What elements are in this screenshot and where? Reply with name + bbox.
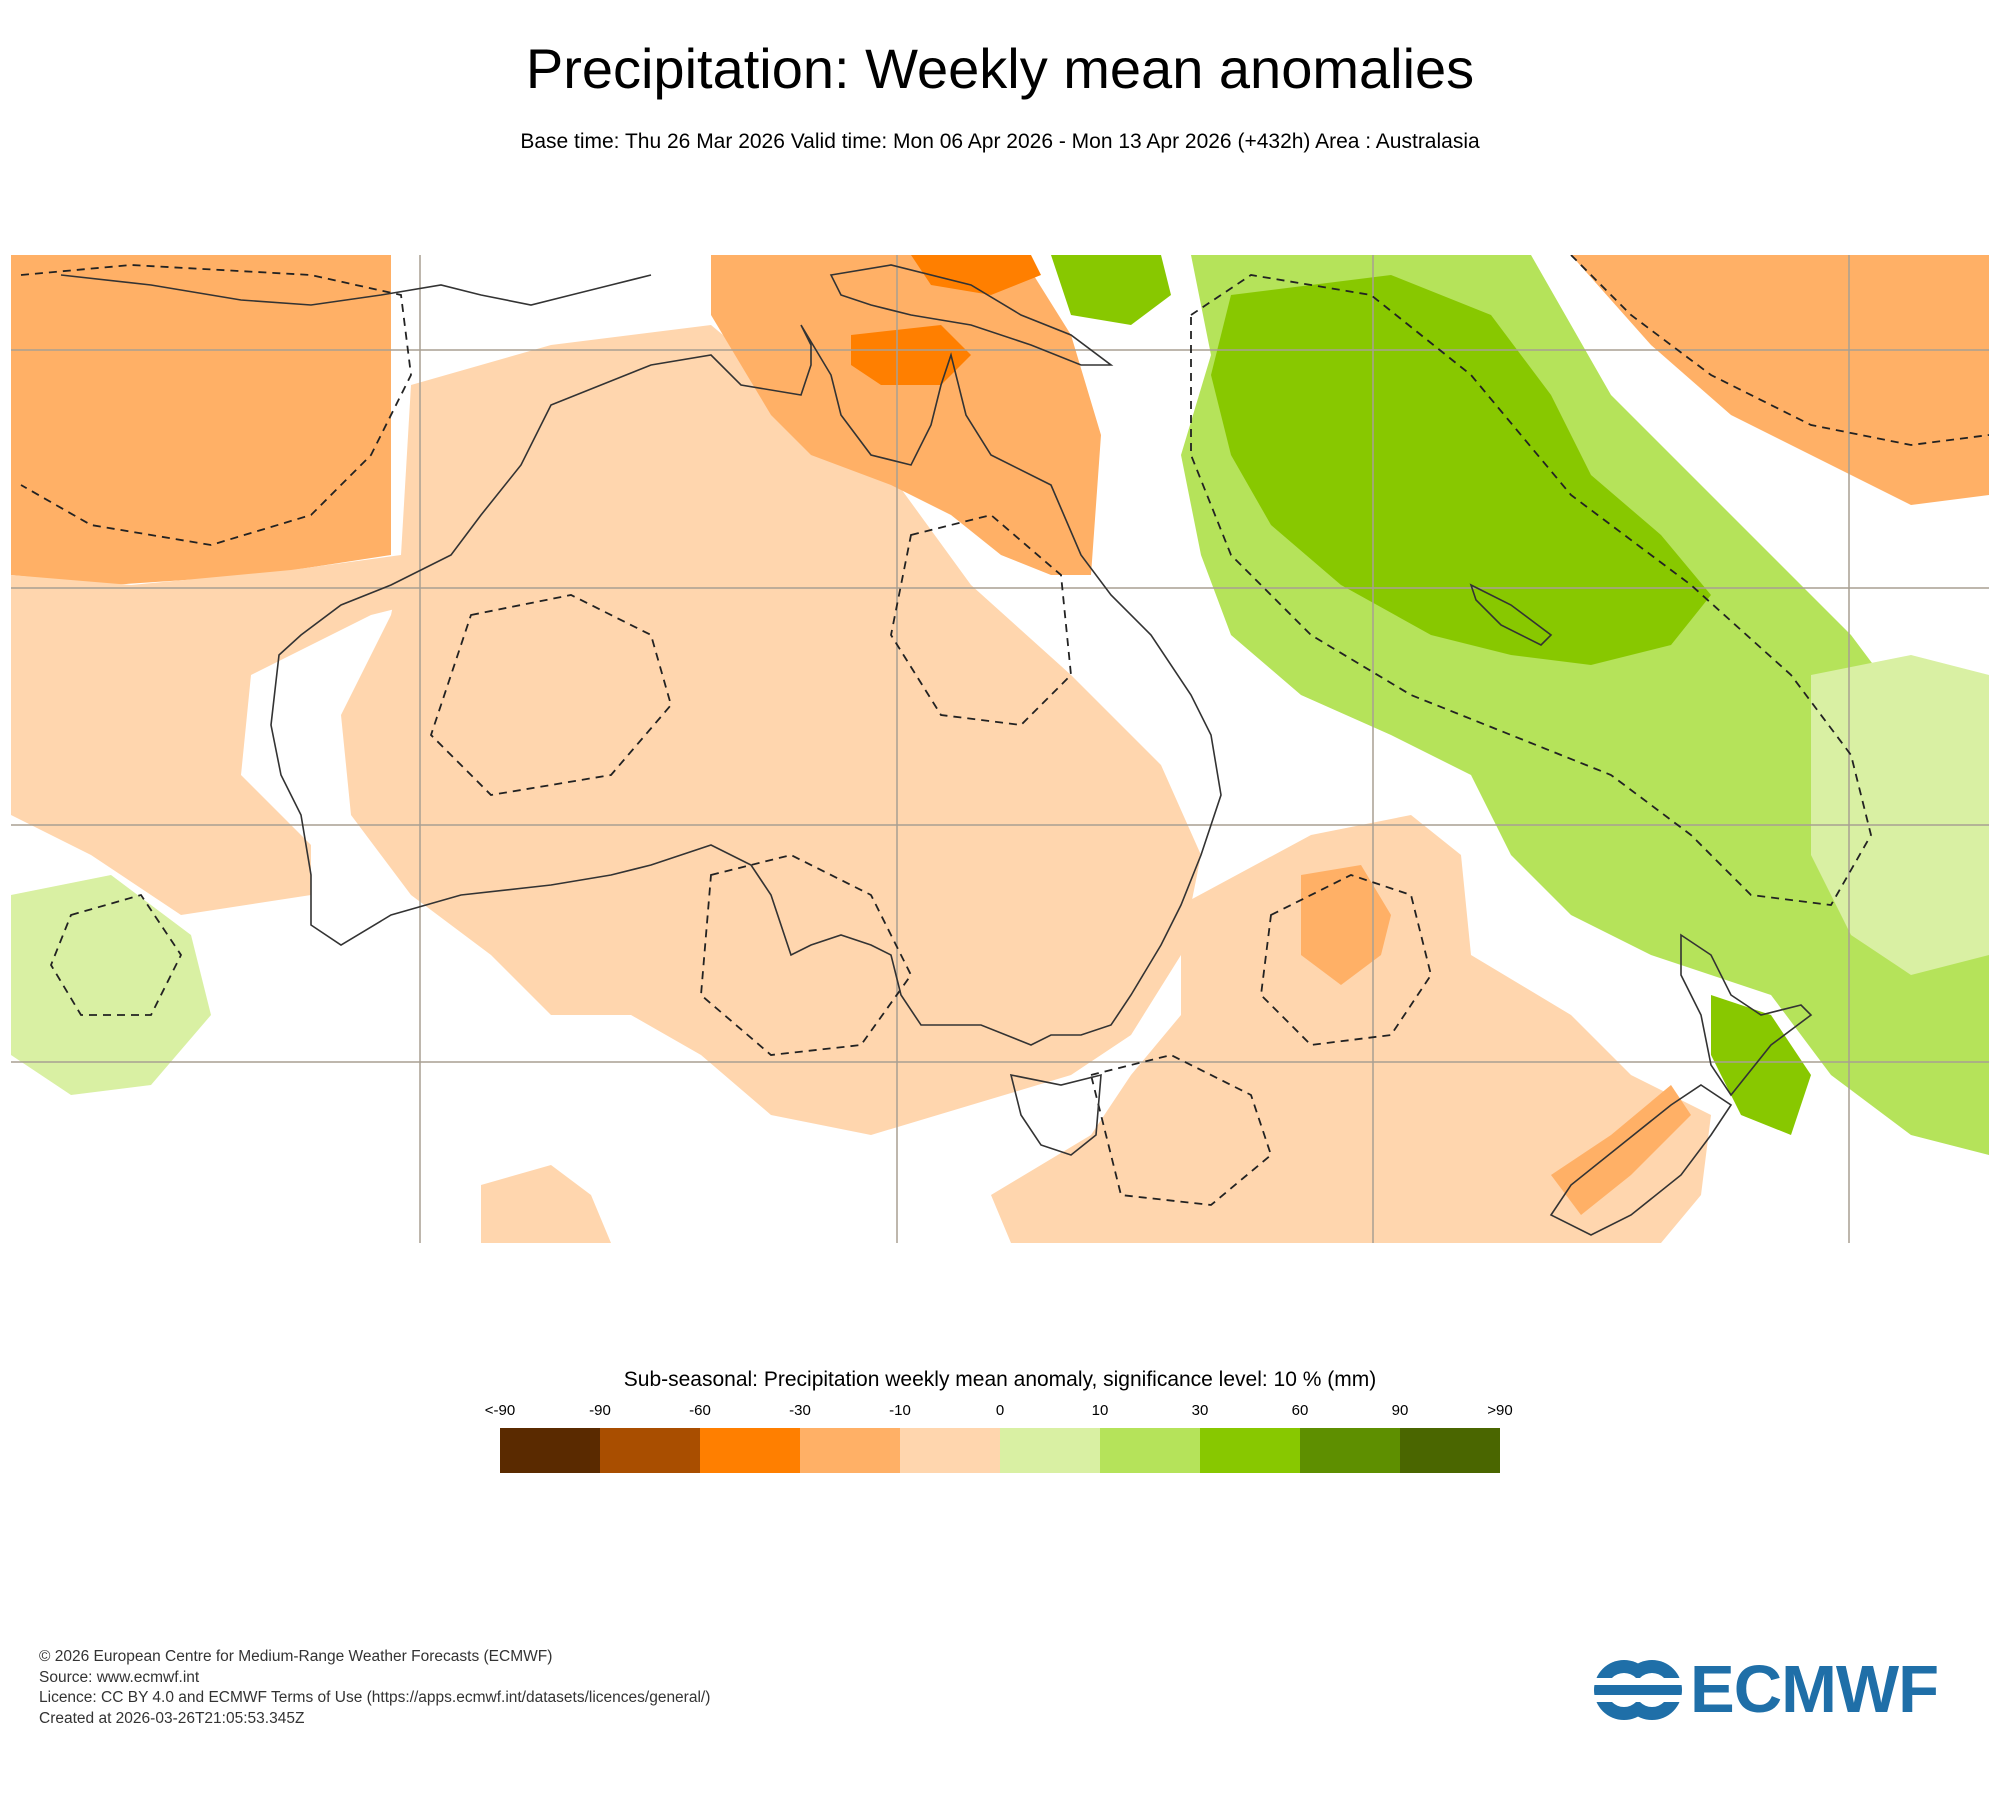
map-canvas bbox=[11, 255, 1989, 1243]
legend-color-bar bbox=[500, 1428, 1500, 1473]
anomaly-area-northeast-corner bbox=[1571, 255, 1989, 505]
legend-swatch bbox=[1400, 1428, 1500, 1473]
anomaly-area-tasman-mid bbox=[1301, 865, 1391, 985]
ecmwf-logo-icon bbox=[1592, 1660, 1684, 1720]
anomaly-area-coral-sea-core bbox=[1211, 275, 1711, 665]
legend-swatch bbox=[800, 1428, 900, 1473]
footer: © 2026 European Centre for Medium-Range … bbox=[39, 1647, 710, 1729]
anomaly-area-nz-north bbox=[1711, 995, 1811, 1135]
licence-text: Licence: CC BY 4.0 and ECMWF Terms of Us… bbox=[39, 1689, 711, 1706]
legend-tick-label: 90 bbox=[1391, 1402, 1409, 1419]
legend-tick-label: 60 bbox=[1291, 1402, 1309, 1419]
anomaly-area-png bbox=[1051, 255, 1171, 325]
legend-swatch bbox=[700, 1428, 800, 1473]
source-text: Source: www.ecmwf.int bbox=[39, 1668, 200, 1686]
legend-tick-label: 10 bbox=[1091, 1402, 1109, 1419]
significance-contours bbox=[20, 255, 1989, 1206]
north-island-coastline bbox=[1680, 933, 1813, 1097]
legend-title: Sub-seasonal: Precipitation weekly mean … bbox=[623, 1368, 1377, 1391]
color-legend: <-90 -90 -60 -30 -10 0 10 30 60 90 >90 bbox=[485, 1402, 1513, 1474]
anomaly-area-far-east bbox=[1811, 655, 1989, 975]
anomaly-area-southwest-ocean bbox=[11, 875, 211, 1095]
legend-swatch bbox=[1000, 1428, 1100, 1473]
anomaly-area-strong-north bbox=[851, 325, 971, 385]
anomaly-area-northwest bbox=[11, 255, 391, 585]
legend-tick-label: -10 bbox=[889, 1402, 911, 1419]
page-subtitle: Base time: Thu 26 Mar 2026 Valid time: M… bbox=[520, 130, 1480, 153]
legend-swatch bbox=[900, 1428, 1000, 1473]
anomaly-area-australia-interior bbox=[341, 365, 1201, 1135]
legend-tick-label: -90 bbox=[589, 1402, 611, 1419]
new-caledonia-coastline bbox=[1469, 583, 1553, 646]
legend-swatch bbox=[1100, 1428, 1200, 1473]
legend-tick-label: >90 bbox=[1487, 1402, 1513, 1419]
indonesia-coastline bbox=[60, 274, 652, 306]
legend-tick-label: <-90 bbox=[484, 1402, 516, 1419]
created-text: Created at 2026-03-26T21:05:53.345Z bbox=[39, 1709, 305, 1727]
legend-swatch bbox=[600, 1428, 700, 1473]
coastlines bbox=[60, 264, 1813, 1236]
anomaly-area-tasman bbox=[991, 815, 1711, 1243]
legend-swatch bbox=[500, 1428, 600, 1473]
legend-tick-label: -30 bbox=[789, 1402, 811, 1419]
tasmania-coastline bbox=[1009, 1073, 1102, 1156]
legend-swatch bbox=[1200, 1428, 1300, 1473]
positive-anomaly-layer bbox=[11, 255, 1989, 1155]
legend-tick-label: -60 bbox=[689, 1402, 711, 1419]
anomaly-area-southwest bbox=[481, 1165, 611, 1243]
legend-swatch bbox=[1300, 1428, 1400, 1473]
legend-tick-label: 0 bbox=[995, 1402, 1005, 1419]
australia-coastline bbox=[270, 324, 1222, 1046]
anomaly-map[interactable] bbox=[11, 255, 1989, 1243]
legend-tick-label: 30 bbox=[1191, 1402, 1209, 1419]
copyright-text: © 2026 European Centre for Medium-Range … bbox=[39, 1648, 553, 1665]
graticule bbox=[11, 255, 1989, 1243]
new-guinea-coastline bbox=[829, 264, 1114, 366]
anomaly-area-strong-top bbox=[911, 255, 1041, 295]
south-island-coastline bbox=[1549, 1084, 1733, 1236]
ecmwf-logo: ECMWF bbox=[1590, 1656, 1960, 1724]
ecmwf-logo-text: ECMWF bbox=[1690, 1652, 1939, 1727]
page-title: Precipitation: Weekly mean anomalies bbox=[525, 37, 1475, 100]
